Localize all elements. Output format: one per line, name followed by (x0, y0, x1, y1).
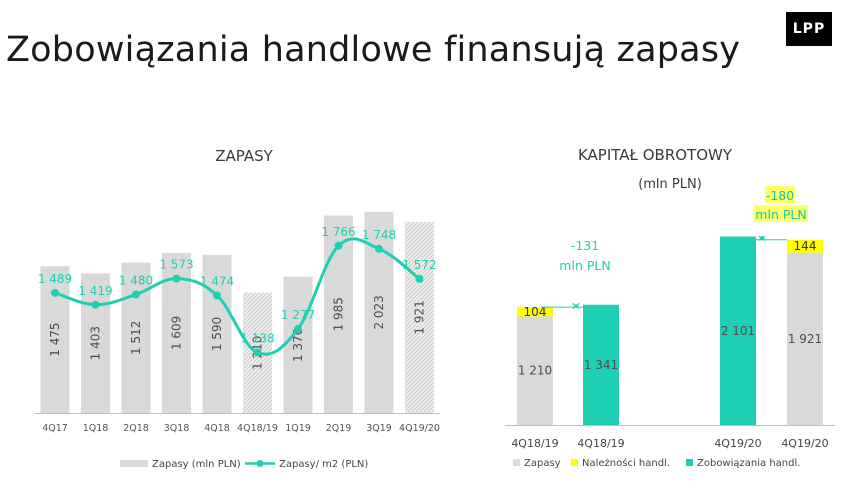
legend-label-zobowiazania: Zobowiązania handl. (697, 458, 800, 469)
kapital-zapasy-label: 1 210 (518, 364, 552, 378)
kapital-naleznosci-bar (517, 307, 553, 317)
x-tick-label: 4Q19/20 (399, 423, 440, 434)
zapasy-m2-point (172, 274, 181, 283)
x-tick-label: 3Q19 (366, 423, 392, 434)
zapasy-bar (405, 221, 434, 413)
legend-label-m2: Zapasy/ m2 (PLN) (279, 459, 368, 470)
legend-label-naleznosci: Należności handl. (582, 457, 670, 469)
zapasy-bar (81, 273, 110, 413)
zapasy-m2-label: 1 748 (362, 228, 396, 242)
annotation-180-highlight (765, 186, 795, 203)
kapital-zapasy-bar (517, 316, 553, 425)
zapasy-m2-point (91, 300, 100, 309)
legend-swatch-naleznosci (571, 459, 578, 466)
kapital-zobowiazania-label: 2 101 (721, 324, 755, 338)
kapital-naleznosci-bar (787, 239, 823, 253)
zapasy-bar (283, 276, 313, 413)
page-title: Zobowiązania handlowe finansują zapasy (6, 30, 741, 70)
legend-label-zapasy: Zapasy (mln PLN) (152, 459, 241, 470)
zapasy-bar-label: 1 921 (413, 300, 427, 334)
kapital-zobowiazania-label: 1 341 (584, 358, 618, 372)
kapital-zapasy-label: 1 921 (788, 332, 822, 346)
x-tick-label: 4Q18/19 (237, 423, 278, 434)
kapital-x-tick-label: 4Q18/19 (577, 437, 624, 450)
zapasy-m2-point (415, 274, 424, 283)
zapasy-bar-label: 1 512 (129, 321, 143, 355)
kapital-zapasy-bar (787, 252, 823, 425)
zapasy-m2-label: 1 572 (402, 258, 436, 272)
legend-swatch-zapasy (120, 460, 148, 467)
zapasy-m2-line (54, 237, 421, 356)
x-tick-label: 4Q18 (204, 423, 230, 434)
zapasy-m2-label: 1 277 (281, 308, 315, 322)
zapasy-bar-label: 1 609 (170, 316, 184, 350)
kapital-naleznosci-label: 104 (524, 305, 547, 319)
x-tick-label: 2Q19 (326, 423, 352, 434)
annotation-180-unit: mln PLN (755, 207, 806, 222)
zapasy-m2-label: 1 474 (200, 274, 234, 288)
zapasy-bar (202, 254, 232, 413)
annotation-131-unit: mln PLN (559, 258, 610, 273)
zapasy-m2-point (253, 348, 262, 357)
annotation-180-highlight-2 (754, 205, 808, 222)
kapital-naleznosci-label: 144 (794, 239, 817, 253)
zapasy-bar-label: 1 403 (89, 326, 103, 360)
diff-131-arrow-head-bottom (572, 302, 580, 309)
kapital-zobowiazania-bar (583, 304, 619, 425)
legend-swatch-zobowiazania (686, 459, 693, 466)
zapasy-bar-label: 1 370 (291, 328, 305, 362)
x-tick-label: 1Q19 (285, 423, 311, 434)
legend-swatch-zapasy-2 (513, 459, 520, 466)
annotation-131-value: -131 (571, 238, 599, 253)
zapasy-m2-label: 1 138 (240, 332, 274, 346)
zapasy-m2-point (334, 241, 343, 250)
zapasy-m2-point (132, 290, 140, 299)
zapasy-bar (121, 262, 151, 413)
zapasy-bar-label: 1 985 (332, 297, 346, 331)
zapasy-m2-label: 1 766 (321, 225, 355, 239)
diff-180-arrow-head-bottom (758, 235, 766, 241)
chart1-title: ZAPASY (215, 147, 273, 165)
x-tick-label: 3Q18 (164, 423, 190, 434)
kapital-x-tick-label: 4Q18/19 (511, 437, 558, 450)
x-tick-label: 2Q18 (123, 423, 149, 434)
kapital-zobowiazania-bar (720, 236, 756, 425)
zapasy-m2-point (375, 244, 383, 253)
diff-180-arrow-head-top (758, 235, 766, 241)
legend-label-zapasy-2: Zapasy (524, 458, 561, 469)
annotation-180-value: -180 (766, 188, 794, 203)
zapasy-bar-label: 2 023 (372, 295, 386, 329)
zapasy-m2-label: 1 480 (119, 273, 153, 287)
chart2-title: KAPITAŁ OBROTOWY (578, 146, 733, 164)
zapasy-m2-label: 1 573 (159, 258, 193, 272)
zapasy-m2-label: 1 419 (78, 284, 112, 298)
zapasy-m2-point (213, 291, 221, 300)
diff-131-arrow-head-top (572, 303, 580, 310)
zapasy-m2-point (51, 288, 59, 297)
x-tick-label: 4Q17 (42, 423, 68, 434)
kapital-x-tick-label: 4Q19/20 (781, 437, 828, 450)
chart2-subtitle: (mln PLN) (638, 177, 702, 192)
legend-marker-m2 (256, 460, 264, 467)
zapasy-bar-label: 1 475 (48, 322, 62, 356)
zapasy-m2-point (294, 324, 302, 333)
zapasy-m2-label: 1 489 (38, 272, 72, 286)
x-tick-label: 1Q18 (83, 423, 109, 434)
lpp-logo: LPP (786, 12, 832, 46)
zapasy-bar-label: 1 590 (210, 317, 224, 351)
kapital-x-tick-label: 4Q19/20 (714, 437, 761, 450)
